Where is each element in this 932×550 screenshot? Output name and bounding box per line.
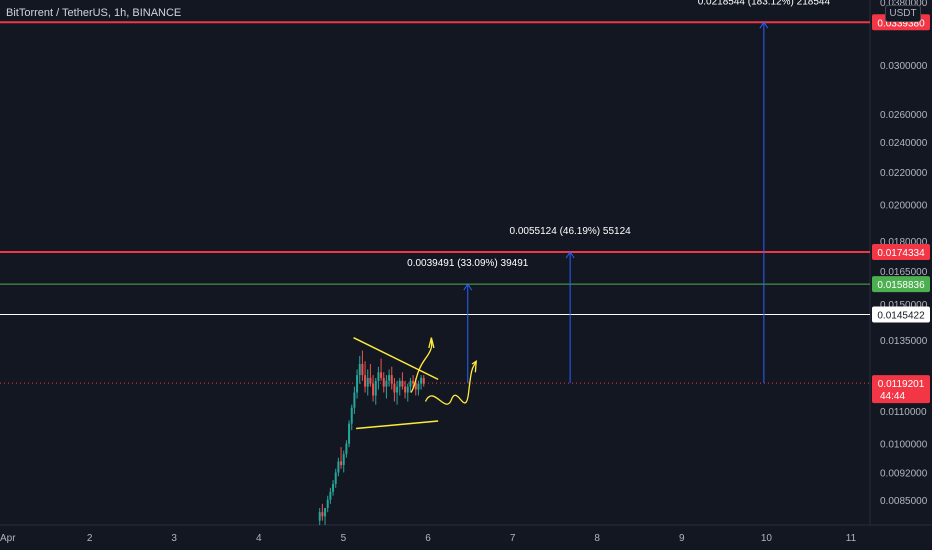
candle-body <box>422 377 425 384</box>
price-level-badge <box>872 244 930 261</box>
time-tick-label: 11 <box>846 533 857 544</box>
measure-arrowhead <box>463 283 473 291</box>
currency-selector[interactable]: USDT <box>885 5 921 22</box>
price-tick-label: 0.0180000 <box>880 237 928 248</box>
measure-label: 0.0055124 (46.19%) 55124 <box>510 226 632 237</box>
price-tick-label: 0.0135000 <box>880 336 928 347</box>
candle-body <box>345 443 348 455</box>
candle-body <box>406 386 409 393</box>
projection-path-b <box>424 360 477 405</box>
candle-body <box>334 472 337 484</box>
candle-body <box>361 363 364 376</box>
price-tick-label: 0.0240000 <box>880 138 928 149</box>
candle-body <box>398 380 401 387</box>
candle-body <box>342 454 345 466</box>
candle-body <box>366 377 369 387</box>
time-tick-label: 7 <box>510 533 516 544</box>
candle-body <box>374 380 377 396</box>
candle-body <box>382 377 385 387</box>
candle-body <box>332 483 335 492</box>
measure-label: 0.0039491 (33.09%) 39491 <box>407 258 529 269</box>
price-tick-label: 0.0260000 <box>880 110 928 121</box>
price-tick-label: 0.0100000 <box>880 440 928 451</box>
chart-title: BitTorrent / TetherUS, 1h, BINANCE <box>6 7 182 19</box>
price-tick-label: 0.0092000 <box>880 468 928 479</box>
price-tick-label: 0.0380000 <box>880 0 928 9</box>
candle-body <box>356 375 359 393</box>
projection-arrow-a <box>428 337 435 349</box>
candle-body <box>348 423 351 444</box>
candle-body <box>318 512 321 521</box>
current-price-badge <box>872 375 930 404</box>
time-tick-label: 8 <box>594 533 600 544</box>
candle-body <box>401 380 404 387</box>
time-tick-label: Apr <box>0 533 16 544</box>
triangle-lower-line <box>356 420 439 430</box>
time-tick-label: 3 <box>171 533 177 544</box>
price-tick-label: 0.0110000 <box>880 407 927 418</box>
candle-body <box>358 363 361 376</box>
candle-body <box>329 491 332 500</box>
time-tick-label: 9 <box>679 533 685 544</box>
candle-body <box>337 461 340 473</box>
measure-arrowhead <box>759 21 769 29</box>
candle-body <box>393 383 396 393</box>
candle-body <box>404 386 407 393</box>
price-tick-label: 0.0085000 <box>880 496 928 507</box>
price-level-label: 0.0174334 <box>877 248 925 259</box>
candle-body <box>353 392 356 408</box>
measure-arrowhead <box>565 251 575 259</box>
price-level-label: 0.0158836 <box>877 280 925 291</box>
candle-body <box>350 407 353 424</box>
price-level-badge <box>872 306 930 323</box>
candle-body <box>390 375 393 384</box>
candle-body <box>412 380 415 384</box>
price-level-badge <box>872 276 930 293</box>
triangle-upper-line <box>353 336 439 381</box>
price-tick-label: 0.0300000 <box>880 61 928 72</box>
candle-body <box>340 461 343 466</box>
candle-body <box>377 372 380 381</box>
price-tick-label: 0.0220000 <box>880 168 928 179</box>
candle-countdown: 44:44 <box>880 391 905 402</box>
projection-path-a <box>410 337 433 393</box>
candle-body <box>364 375 367 387</box>
candle-body <box>369 377 372 384</box>
price-level-label: 0.0339380 <box>877 18 925 29</box>
projection-arrow-b <box>471 360 477 373</box>
time-tick-label: 10 <box>761 533 773 544</box>
time-tick-label: 2 <box>87 533 93 544</box>
time-tick-label: 6 <box>425 533 431 544</box>
candle-body <box>380 372 383 378</box>
measure-label: 0.0218544 (183.12%) 218544 <box>698 0 831 7</box>
price-level-label: 0.0145422 <box>877 311 925 322</box>
candle-body <box>372 383 375 396</box>
candle-body <box>396 386 399 393</box>
candle-body <box>324 507 327 517</box>
current-price-label: 0.0119201 <box>878 379 925 390</box>
candle-body <box>326 499 329 508</box>
candle-body <box>385 380 388 387</box>
time-tick-label: 4 <box>256 533 262 544</box>
candle-body <box>420 377 423 384</box>
time-tick-label: 5 <box>341 533 347 544</box>
candle-body <box>409 380 412 387</box>
price-axis-panel <box>870 0 932 550</box>
candle-body <box>321 512 324 517</box>
candle-body <box>388 375 391 381</box>
price-tick-label: 0.0200000 <box>880 201 928 212</box>
candle-body <box>414 383 417 390</box>
price-tick-label: 0.0150000 <box>880 300 928 311</box>
candle-body <box>417 383 420 390</box>
price-tick-label: 0.0165000 <box>880 267 928 278</box>
